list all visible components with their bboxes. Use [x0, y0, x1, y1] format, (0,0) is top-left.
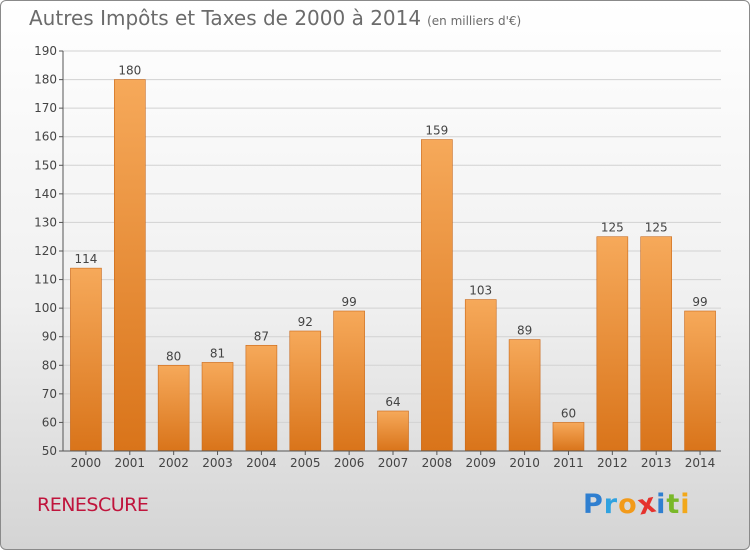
chart-title: Autres Impôts et Taxes de 2000 à 2014 (en…	[29, 6, 521, 30]
logo-letter: o	[618, 489, 638, 520]
y-tick-label: 90	[42, 330, 57, 344]
y-tick-label: 110	[34, 273, 57, 287]
y-tick-label: 120	[34, 244, 57, 258]
y-tick-label: 130	[34, 215, 57, 229]
y-tick-label: 180	[34, 73, 57, 87]
data-label-2001: 180	[118, 64, 141, 78]
bar-2009	[464, 299, 497, 452]
bar-2008	[421, 139, 453, 452]
bar-2012	[596, 236, 629, 452]
y-tick-label: 50	[42, 444, 57, 458]
commune-name: RENESCURE	[37, 494, 149, 516]
x-tick-label-2007: 2007	[378, 456, 409, 470]
x-tick-label-2010: 2010	[509, 456, 540, 470]
axes: 50 60 70 80 90 100 110 120 130 140 150 160 170 180 190…	[34, 44, 721, 470]
data-label-2002: 80	[166, 349, 181, 363]
x-tick-label-2014: 2014	[685, 456, 716, 470]
data-label-2014: 99	[692, 295, 707, 309]
data-label-2009: 103	[469, 284, 492, 298]
y-tick-label: 170	[34, 101, 57, 115]
bar-2014	[684, 310, 716, 452]
y-tick-label: 70	[42, 387, 57, 401]
data-label-2008: 159	[425, 124, 448, 138]
x-tick-label-2001: 2001	[115, 456, 146, 470]
bar-2000	[70, 267, 102, 452]
logo-letter: r	[603, 489, 619, 520]
bar-2002	[157, 364, 190, 452]
x-tick-label-2000: 2000	[71, 456, 102, 470]
chart-title-text: Autres Impôts et Taxes de 2000 à 2014	[29, 6, 422, 30]
x-tick-label-2013: 2013	[641, 456, 672, 470]
data-label-2013: 125	[645, 221, 668, 235]
x-tick-label-2002: 2002	[158, 456, 189, 470]
bar-2006	[333, 310, 365, 452]
bar-2001	[114, 79, 146, 452]
data-label-2004: 87	[254, 329, 269, 343]
bars: 114 180 80 81 87 92 99 64 159 103 89 60 125 125 99	[70, 64, 716, 452]
data-label-2011: 60	[561, 406, 576, 420]
bar-2010	[508, 339, 541, 452]
data-label-2005: 92	[298, 315, 313, 329]
logo-letter: i	[656, 489, 667, 520]
x-tick-label-2003: 2003	[202, 456, 233, 470]
data-label-2012: 125	[601, 221, 624, 235]
data-label-2000: 114	[74, 252, 97, 266]
bar-2007	[377, 410, 409, 452]
y-tick-label: 80	[42, 358, 57, 372]
y-tick-label: 60	[42, 415, 57, 429]
y-tick-label: 100	[34, 301, 57, 315]
logo-letter: t	[666, 489, 681, 520]
x-tick-label-2008: 2008	[422, 456, 453, 470]
bar-2011	[552, 422, 585, 452]
logo-letter: i	[680, 489, 691, 520]
y-tick-label: 160	[34, 130, 57, 144]
y-tick-label: 190	[34, 44, 57, 58]
bar-2004	[245, 344, 278, 452]
data-label-2006: 99	[341, 295, 356, 309]
logo-letter: P	[583, 489, 604, 520]
chart-unit: (en milliers d'€)	[427, 14, 522, 28]
bar-2005	[289, 330, 322, 452]
data-label-2007: 64	[385, 395, 400, 409]
x-tick-label-2006: 2006	[334, 456, 365, 470]
proxiti-logo: Proxiti	[583, 487, 691, 521]
x-tick-label-2011: 2011	[553, 456, 584, 470]
bar-2003	[201, 362, 234, 452]
bar-2013	[640, 236, 673, 452]
x-tick-label-2009: 2009	[465, 456, 496, 470]
y-tick-label: 140	[34, 187, 57, 201]
data-label-2003: 81	[210, 346, 225, 360]
x-tick-label-2004: 2004	[246, 456, 277, 470]
data-label-2010: 89	[517, 324, 532, 338]
x-tick-label-2012: 2012	[597, 456, 628, 470]
y-tick-label: 150	[34, 158, 57, 172]
x-tick-label-2005: 2005	[290, 456, 321, 470]
